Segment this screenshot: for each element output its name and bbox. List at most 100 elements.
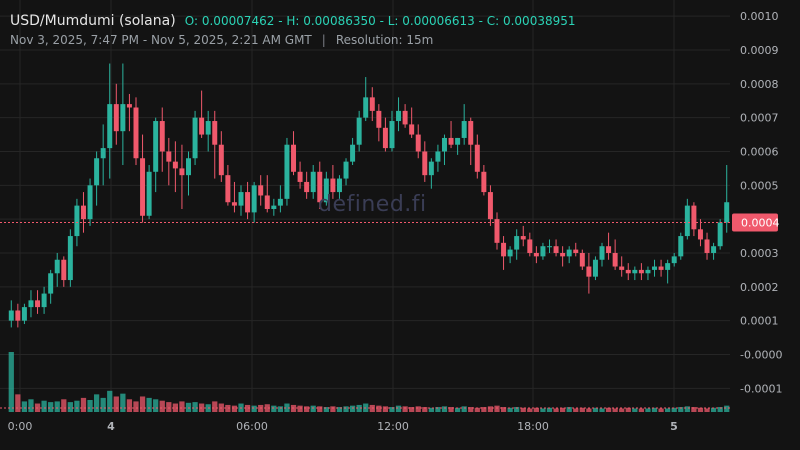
- candle-body: [317, 171, 323, 203]
- volume-bar: [212, 401, 218, 412]
- volume-bar: [605, 407, 612, 412]
- candle-body: [566, 249, 572, 257]
- candle-body: [336, 178, 342, 193]
- candle-body: [212, 121, 218, 145]
- volume-bar: [231, 405, 238, 412]
- candle-body: [41, 293, 47, 308]
- candle: [94, 151, 100, 206]
- candle: [192, 110, 198, 166]
- candle: [573, 242, 579, 257]
- candle: [153, 117, 159, 193]
- candle: [271, 198, 277, 216]
- volume-bar: [448, 407, 454, 412]
- volume-bar: [159, 400, 165, 412]
- candle-body: [179, 168, 185, 176]
- candle: [120, 63, 126, 166]
- candle-body: [251, 185, 257, 213]
- candle: [284, 137, 290, 206]
- candle-body: [369, 97, 375, 111]
- volume-bar: [330, 406, 336, 412]
- volume-bar: [599, 408, 605, 412]
- volume-bar: [317, 406, 323, 412]
- x-tick-label: 18:00: [517, 420, 549, 433]
- candle-body: [350, 144, 356, 162]
- candle: [350, 137, 356, 166]
- candle-body: [271, 205, 277, 209]
- candle: [652, 259, 658, 277]
- candle-body: [625, 269, 631, 274]
- candle-body: [310, 171, 316, 193]
- volume-bar: [632, 408, 638, 412]
- volume-bar: [343, 406, 349, 412]
- candle-body: [671, 256, 677, 264]
- candle-body: [205, 121, 211, 135]
- candle: [231, 181, 237, 213]
- candle: [665, 259, 671, 284]
- candle-body: [487, 192, 493, 220]
- volume-bar: [625, 407, 631, 412]
- volume-bar: [658, 408, 664, 412]
- candle: [501, 236, 507, 270]
- volume-bar: [724, 405, 730, 412]
- candle: [369, 87, 375, 122]
- volume-bar: [527, 408, 533, 412]
- candle-body: [80, 205, 86, 220]
- candle: [632, 266, 638, 281]
- candle-body: [113, 104, 119, 132]
- volume-bar: [638, 408, 645, 412]
- candle-body: [8, 310, 14, 321]
- candle-body: [199, 117, 205, 135]
- candle: [553, 239, 559, 257]
- candle: [15, 303, 21, 328]
- candle-body: [704, 239, 710, 253]
- volume-bar: [54, 401, 60, 412]
- candle: [461, 104, 467, 145]
- candle: [35, 290, 41, 314]
- y-tick-label: 0.0005: [740, 179, 779, 192]
- candle-body: [304, 181, 310, 193]
- candle: [586, 252, 592, 294]
- volume-bar: [553, 408, 559, 412]
- volume-bar: [395, 405, 402, 412]
- candle: [428, 158, 434, 189]
- volume-bar: [93, 394, 100, 412]
- candle: [455, 137, 461, 155]
- candle: [645, 266, 651, 281]
- volume-bar: [507, 407, 513, 412]
- x-axis: 0:00 4 06:00 12:00 18:00 5: [8, 420, 678, 433]
- candle-body: [291, 144, 297, 172]
- candle-body: [612, 252, 618, 267]
- chart-header: USD/Mumdumi (solana) O: 0.00007462 - H: …: [10, 10, 576, 29]
- candle-body: [238, 192, 244, 206]
- volume-bar: [678, 407, 684, 412]
- y-tick-label: -0.0000: [740, 348, 782, 361]
- candle: [172, 141, 178, 193]
- candle-body: [120, 104, 126, 132]
- volume-bar: [185, 402, 192, 412]
- candle: [126, 93, 132, 132]
- volume-bar: [422, 407, 428, 412]
- candle-body: [396, 110, 402, 122]
- candle-body: [586, 266, 592, 277]
- candle-body: [186, 158, 191, 176]
- x-tick-label: 12:00: [377, 420, 409, 433]
- candle: [697, 219, 703, 247]
- volume-bar: [113, 396, 119, 412]
- volume-bar: [153, 399, 159, 412]
- candle-body: [691, 205, 697, 230]
- candle: [356, 110, 362, 152]
- volume-bar: [710, 407, 717, 412]
- candle-body: [323, 178, 329, 203]
- y-tick-label: 0.0009: [740, 44, 779, 57]
- candles: [8, 63, 730, 328]
- x-tick-label: 06:00: [236, 420, 268, 433]
- candle: [396, 97, 402, 132]
- candle: [113, 83, 119, 145]
- volume-bar: [651, 407, 658, 412]
- volume-bar: [41, 400, 47, 412]
- candle-body: [389, 121, 395, 149]
- volume-bar: [120, 393, 126, 412]
- candle-body: [382, 127, 388, 149]
